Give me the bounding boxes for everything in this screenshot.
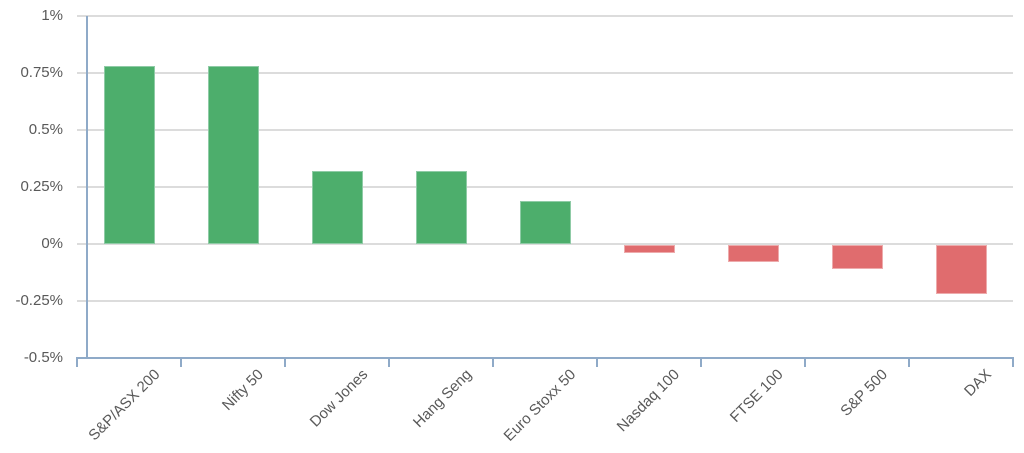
bar-euro-stoxx-50 (519, 200, 571, 244)
bar-dow-jones (311, 171, 363, 244)
x-axis-tick (284, 357, 286, 367)
y-axis-tick-label: 0% (41, 235, 63, 252)
bar-nifty-50 (207, 66, 259, 244)
x-axis-tick (1012, 357, 1014, 367)
y-axis-tick-label: 0.25% (20, 178, 63, 195)
x-axis-tick (700, 357, 702, 367)
y-axis-line (86, 16, 88, 358)
bar-hang-seng (415, 171, 467, 244)
gridline (77, 129, 1013, 131)
x-axis-tick (596, 357, 598, 367)
x-axis-category-label-ftse-100: FTSE 100 (727, 366, 788, 426)
bar-ftse-100 (727, 245, 779, 263)
bar-nasdaq-100 (623, 245, 675, 254)
x-axis-category-label-euro-stoxx-50: Euro Stoxx 50 (500, 366, 580, 445)
x-axis-category-label-nifty-50: Nifty 50 (219, 366, 268, 414)
y-axis-tick-label: 0.75% (20, 64, 63, 81)
bar-dax (935, 245, 987, 295)
bar-s-p-500 (831, 245, 883, 270)
x-axis-category-label-dow-jones: Dow Jones (306, 366, 372, 431)
y-axis-tick-label: -0.5% (23, 349, 63, 366)
x-axis-tick (804, 357, 806, 367)
x-axis-category-label-s-p-asx-200: S&P/ASX 200 (84, 366, 164, 445)
x-axis-tick (388, 357, 390, 367)
y-axis-tick-label: -0.25% (15, 292, 63, 309)
x-axis-tick (908, 357, 910, 367)
gridline (77, 186, 1013, 188)
x-axis-line (77, 357, 1013, 359)
bar-s-p-asx-200 (103, 66, 155, 244)
x-axis-category-label-nasdaq-100: Nasdaq 100 (613, 366, 684, 436)
gridline (77, 243, 1013, 245)
x-axis-tick (76, 357, 78, 367)
gridline (77, 72, 1013, 74)
y-axis-tick-label: 0.5% (28, 121, 63, 138)
y-axis-tick-label: 1% (41, 7, 63, 24)
gridline (77, 300, 1013, 302)
x-axis-category-label-hang-seng: Hang Seng (409, 366, 476, 432)
x-axis-category-label-dax: DAX (961, 366, 996, 400)
x-axis-tick (492, 357, 494, 367)
gridline (77, 15, 1013, 17)
x-axis-category-label-s-p-500: S&P 500 (837, 366, 892, 420)
x-axis-tick (180, 357, 182, 367)
